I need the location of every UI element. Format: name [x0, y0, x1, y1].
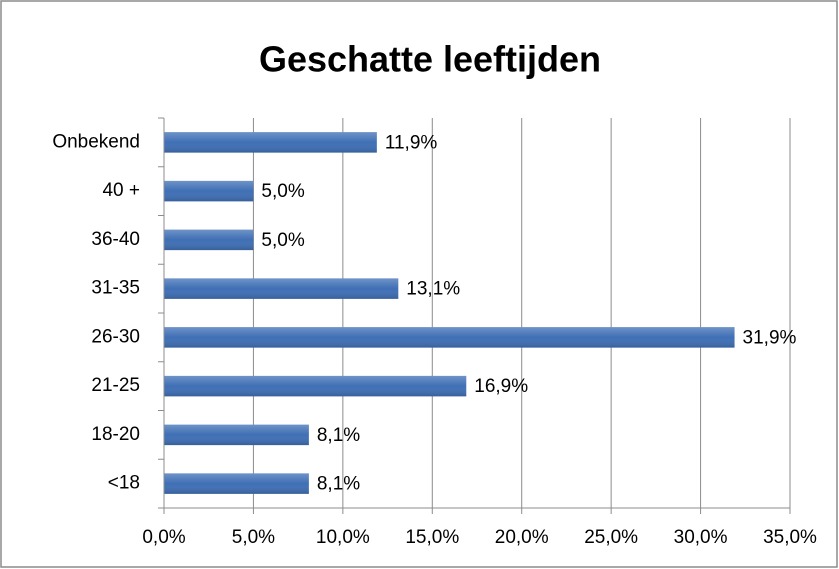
bar-shade — [164, 473, 309, 494]
x-tick-label: 20,0% — [495, 527, 549, 548]
x-tick-label: 0,0% — [142, 527, 185, 548]
x-tick-label: 15,0% — [405, 527, 459, 548]
y-tick-label: 36-40 — [91, 229, 140, 250]
x-tick-label: 5,0% — [232, 527, 275, 548]
x-tick-label: 10,0% — [316, 527, 370, 548]
bar-shade — [164, 375, 467, 397]
bar-shade — [164, 132, 377, 153]
chart-title: Geschatte leeftijden — [259, 39, 601, 80]
bar-shade — [164, 424, 309, 446]
x-tick-label: 30,0% — [674, 527, 728, 548]
y-tick-label: 40 + — [102, 180, 140, 201]
bar-shade — [164, 327, 735, 348]
x-tick-label: 25,0% — [584, 527, 638, 548]
y-tick-label: 26-30 — [91, 326, 140, 347]
bar-shade — [164, 278, 399, 299]
y-tick-label: 21-25 — [91, 375, 140, 396]
x-tick-label: 35,0% — [763, 527, 817, 548]
data-label: 5,0% — [261, 230, 304, 251]
data-label: 31,9% — [743, 327, 797, 348]
data-label: 13,1% — [406, 279, 460, 300]
y-tick-label: <18 — [108, 473, 140, 494]
y-tick-label: 18-20 — [91, 424, 140, 445]
data-label: 8,1% — [317, 474, 360, 495]
data-label: 5,0% — [261, 181, 304, 202]
data-label: 16,9% — [474, 376, 528, 397]
bar-shade — [164, 180, 254, 202]
bar-shade — [164, 229, 254, 251]
data-label: 8,1% — [317, 425, 360, 446]
y-tick-label: 31-35 — [91, 278, 140, 299]
data-label: 11,9% — [385, 132, 438, 153]
y-tick-label: Onbekend — [52, 131, 140, 152]
